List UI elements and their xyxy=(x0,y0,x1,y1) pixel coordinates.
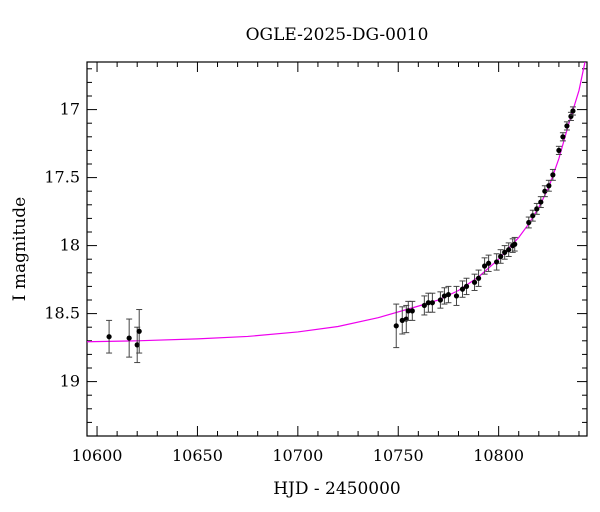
data-point xyxy=(549,168,556,181)
data-point xyxy=(429,292,436,313)
data-point xyxy=(529,209,536,222)
model-curve xyxy=(87,62,586,343)
point-marker xyxy=(126,335,132,341)
tick-labels: 10600 10650 10700 10750 10800 17 17.5 18 18.5 19 xyxy=(44,100,524,465)
point-marker xyxy=(459,286,466,292)
point-marker xyxy=(498,253,504,260)
data-point xyxy=(485,254,492,272)
data-point xyxy=(545,179,552,192)
point-marker xyxy=(471,279,478,285)
data-points xyxy=(106,106,576,364)
point-marker xyxy=(441,293,448,299)
data-point xyxy=(481,257,488,275)
point-marker xyxy=(481,263,488,269)
data-point xyxy=(533,202,540,215)
y-tick-label: 18 xyxy=(60,236,80,255)
data-point xyxy=(136,309,143,354)
data-point xyxy=(437,291,444,309)
data-point xyxy=(453,285,460,306)
point-marker xyxy=(399,317,405,323)
data-point xyxy=(505,242,512,257)
data-point xyxy=(563,121,570,131)
data-point xyxy=(559,132,566,142)
data-point xyxy=(399,306,406,335)
point-marker xyxy=(542,188,548,194)
x-axis-label: HJD - 2450000 xyxy=(273,479,401,499)
point-marker xyxy=(437,297,444,303)
data-point xyxy=(421,295,428,316)
point-marker xyxy=(486,260,492,266)
x-tick-label: 10750 xyxy=(373,446,424,465)
x-tick-label: 10800 xyxy=(473,446,524,465)
chart-title: OGLE-2025-DG-0010 xyxy=(246,25,429,45)
data-point xyxy=(134,326,141,364)
data-point xyxy=(501,245,508,260)
point-marker xyxy=(425,300,431,306)
point-marker xyxy=(560,134,566,140)
y-tick-label: 19 xyxy=(60,372,80,391)
point-marker xyxy=(475,275,482,281)
point-marker xyxy=(502,249,508,255)
point-marker xyxy=(409,308,415,314)
point-marker xyxy=(405,308,411,314)
data-point xyxy=(471,273,478,291)
data-point xyxy=(541,185,548,198)
axis-ticks xyxy=(87,62,587,437)
point-marker xyxy=(550,172,556,178)
y-axis-label: I magnitude xyxy=(10,197,30,301)
point-marker xyxy=(445,291,452,298)
data-point xyxy=(459,280,466,298)
data-point xyxy=(393,303,400,349)
data-point xyxy=(441,287,448,305)
y-tick-label: 17.5 xyxy=(44,168,80,187)
plot-frame xyxy=(86,61,588,437)
data-point xyxy=(106,319,113,354)
point-marker xyxy=(106,334,112,340)
point-marker xyxy=(463,283,470,289)
point-marker xyxy=(546,183,552,189)
point-marker xyxy=(506,247,512,253)
point-marker xyxy=(136,328,142,334)
point-marker xyxy=(421,302,427,309)
point-marker xyxy=(134,342,140,348)
data-point xyxy=(409,300,416,321)
data-point xyxy=(497,249,504,264)
x-tick-label: 10650 xyxy=(172,446,223,465)
y-tick-label: 18.5 xyxy=(44,304,80,323)
point-marker xyxy=(538,199,544,205)
point-marker xyxy=(564,123,570,129)
data-point xyxy=(445,285,452,304)
point-marker xyxy=(393,323,399,329)
data-point xyxy=(511,236,518,252)
data-point xyxy=(126,318,133,358)
point-marker xyxy=(570,108,576,114)
point-marker xyxy=(512,241,518,247)
data-point xyxy=(475,269,482,287)
data-point xyxy=(555,145,562,155)
x-tick-label: 10700 xyxy=(272,446,323,465)
y-tick-label: 17 xyxy=(60,100,80,119)
data-point xyxy=(569,106,576,116)
point-marker xyxy=(429,300,435,306)
data-point xyxy=(463,277,470,296)
x-tick-label: 10600 xyxy=(72,446,123,465)
point-marker xyxy=(556,147,562,153)
point-marker xyxy=(453,293,460,299)
